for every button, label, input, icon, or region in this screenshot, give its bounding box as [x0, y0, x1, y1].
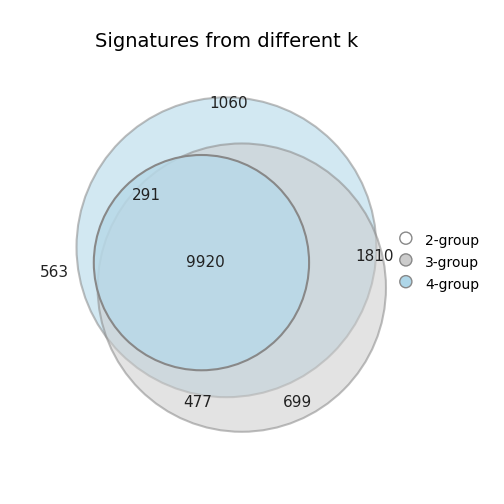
Circle shape [94, 155, 309, 370]
Title: Signatures from different k: Signatures from different k [95, 32, 358, 51]
Legend: 2-group, 3-group, 4-group: 2-group, 3-group, 4-group [392, 228, 485, 297]
Text: 563: 563 [40, 265, 69, 280]
Text: 1810: 1810 [355, 249, 394, 265]
Text: 291: 291 [132, 188, 161, 203]
Text: 477: 477 [183, 396, 212, 410]
Circle shape [77, 97, 376, 397]
Text: 699: 699 [283, 396, 312, 410]
Text: 1060: 1060 [209, 96, 247, 110]
Text: 9920: 9920 [186, 255, 225, 270]
Circle shape [98, 144, 386, 432]
